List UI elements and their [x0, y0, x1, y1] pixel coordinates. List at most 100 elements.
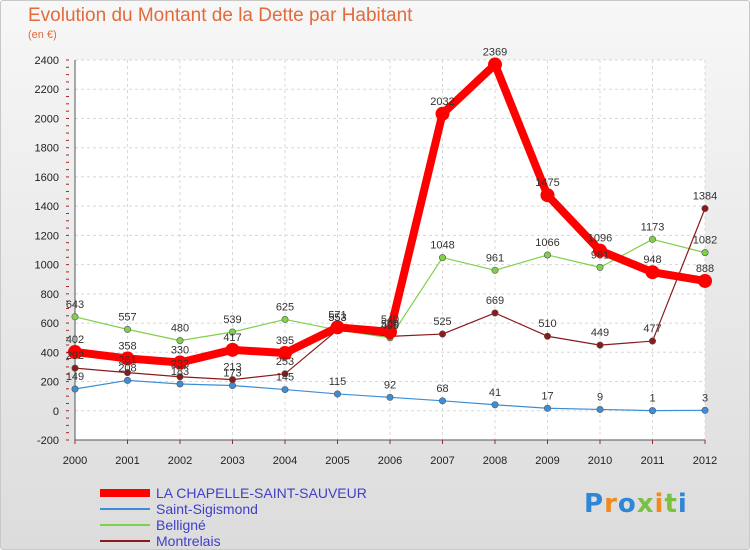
series-1-point — [229, 381, 237, 389]
series-1-point — [491, 401, 499, 409]
legend-swatch — [100, 489, 150, 497]
legend-item: Belligné — [100, 517, 420, 533]
series-1-data-label: 173 — [223, 367, 241, 379]
series-3-data-label: 213 — [223, 362, 241, 374]
series-1-data-label: 1 — [649, 393, 655, 405]
legend-item: Montrelais — [100, 533, 420, 549]
series-0-data-label: 571 — [328, 309, 346, 321]
series-1-data-label: 68 — [436, 383, 448, 395]
series-0-point — [173, 355, 187, 370]
series-0-point — [330, 320, 345, 335]
series-3-data-label: 233 — [171, 359, 189, 371]
series-3-point — [596, 341, 604, 349]
series-3-data-label: 1384 — [693, 190, 717, 202]
series-2-point — [71, 313, 79, 321]
chart-subtitle: (en €) — [28, 29, 57, 41]
series-1-point — [701, 406, 709, 414]
series-3-point — [491, 309, 499, 317]
series-1-point — [438, 397, 446, 405]
series-2-data-label: 625 — [276, 301, 294, 313]
series-2-data-label: 961 — [486, 252, 504, 264]
series-2-point — [176, 337, 184, 345]
series-3-point — [438, 330, 446, 338]
series-0-point — [383, 324, 397, 339]
series-2-data-label: 643 — [66, 299, 84, 311]
series-3-point — [648, 337, 656, 345]
series-0-point — [120, 351, 135, 366]
series-2-point — [124, 325, 132, 333]
logo-letter: r — [604, 489, 618, 519]
series-3-data-label: 525 — [433, 316, 451, 328]
series-2-point — [281, 315, 289, 323]
series-0-point — [698, 273, 712, 288]
x-tick-label: 2005 — [325, 455, 349, 467]
y-tick-label: 1400 — [35, 201, 59, 213]
x-tick-label: 2003 — [220, 455, 244, 467]
series-3-data-label: 449 — [591, 327, 609, 339]
y-tick-label: 1600 — [35, 172, 59, 184]
series-1-point — [124, 376, 132, 384]
series-2-point — [701, 249, 709, 257]
series-1-data-label: 145 — [276, 372, 294, 384]
series-3-data-label: 669 — [486, 295, 504, 307]
series-3-data-label: 477 — [643, 323, 661, 335]
y-tick-label: 2200 — [35, 84, 59, 96]
series-3-point — [124, 369, 132, 377]
series-2-data-label: 1066 — [535, 237, 559, 249]
series-3-point — [71, 364, 79, 372]
series-1-point — [386, 393, 394, 401]
series-0-point — [278, 346, 292, 361]
series-1-point — [333, 390, 341, 398]
y-tick-label: 2000 — [35, 113, 59, 125]
series-1-data-label: 208 — [118, 362, 136, 374]
series-1-data-label: 41 — [489, 387, 501, 399]
logo-letter: x — [636, 489, 655, 519]
series-2-point — [491, 266, 499, 274]
proxiti-logo: Proxiti — [584, 489, 688, 519]
series-2-data-label: 557 — [118, 311, 136, 323]
y-tick-label: 200 — [41, 377, 59, 389]
series-3-data-label: 292 — [66, 350, 84, 362]
y-tick-label: -200 — [37, 435, 59, 447]
series-3-point — [701, 204, 709, 212]
series-1-point — [176, 380, 184, 388]
legend-label: LA CHAPELLE-SAINT-SAUVEUR — [156, 485, 367, 501]
x-tick-label: 2000 — [63, 455, 87, 467]
y-tick-label: 800 — [41, 289, 59, 301]
series-2-point — [543, 251, 551, 259]
series-0-data-label: 395 — [276, 335, 294, 347]
series-0-point — [225, 342, 240, 357]
legend-swatch — [100, 508, 150, 510]
x-tick-label: 2009 — [535, 455, 559, 467]
series-0-data-label: 358 — [118, 340, 136, 352]
series-2-data-label: 499 — [381, 320, 399, 332]
logo-letter: P — [584, 489, 605, 519]
series-0-point — [488, 57, 502, 72]
series-2-data-label: 1173 — [641, 221, 665, 233]
x-tick-label: 2001 — [115, 455, 139, 467]
legend-item: LA CHAPELLE-SAINT-SAUVEUR — [100, 485, 420, 501]
series-1-data-label: 149 — [66, 371, 84, 383]
series-3-point — [229, 376, 237, 384]
series-0-data-label: 2032 — [430, 96, 454, 108]
series-3-data-label: 253 — [276, 356, 294, 368]
series-2-point — [596, 263, 604, 271]
series-0-data-label: 1096 — [588, 233, 612, 245]
series-3-data-label: 509 — [381, 318, 399, 330]
series-2-point — [229, 328, 237, 336]
series-0-data-label: 1475 — [535, 177, 559, 189]
series-1-data-label: 115 — [329, 376, 347, 388]
series-3-point — [543, 332, 551, 340]
series-2-data-label: 1048 — [430, 240, 454, 252]
series-2-data-label: 539 — [223, 314, 241, 326]
series-3-data-label: 553 — [328, 312, 346, 324]
series-1-data-label: 17 — [541, 390, 553, 402]
x-tick-label: 2002 — [168, 455, 192, 467]
series-1-point — [543, 404, 551, 412]
series-0-point — [68, 345, 82, 360]
logo-letter: i — [677, 489, 688, 519]
series-1-data-label: 3 — [702, 392, 708, 404]
series-3-point — [281, 370, 289, 378]
y-tick-label: 1000 — [35, 260, 59, 272]
series-2-data-label: 553 — [328, 312, 346, 324]
